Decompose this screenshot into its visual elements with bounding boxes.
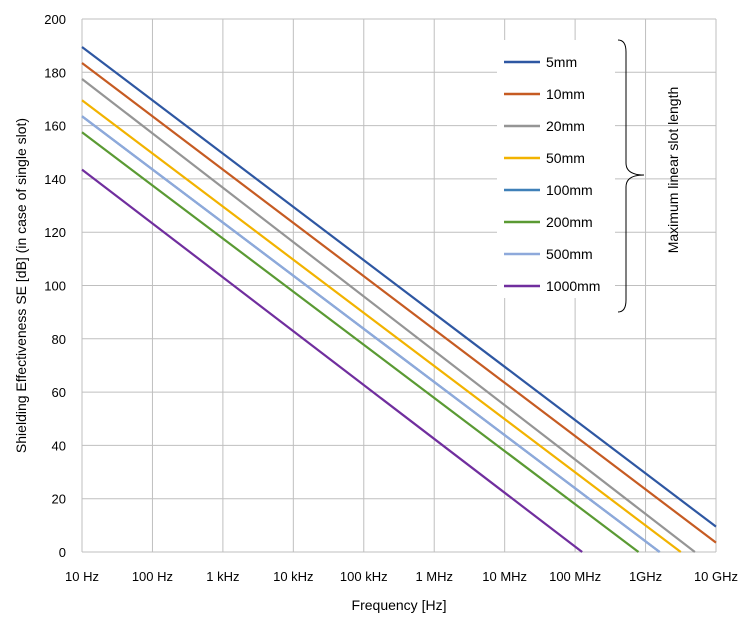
- legend-label: 20mm: [546, 118, 585, 134]
- y-tick-label: 120: [44, 225, 66, 240]
- legend-brace: [617, 39, 645, 313]
- x-tick-label: 100 kHz: [340, 569, 388, 584]
- y-tick-label: 40: [52, 438, 66, 453]
- x-tick-label: 100 Hz: [132, 569, 173, 584]
- x-tick-label: 1 kHz: [206, 569, 239, 584]
- legend-label: 5mm: [546, 54, 577, 70]
- y-tick-label: 200: [44, 12, 66, 27]
- y-tick-label: 0: [59, 545, 66, 560]
- legend-group-label: Maximum linear slot length: [665, 87, 681, 254]
- y-tick-label: 140: [44, 172, 66, 187]
- x-tick-label: 100 MHz: [549, 569, 601, 584]
- x-tick-label: 10 GHz: [694, 569, 738, 584]
- y-tick-labels: 0 20 40 60 80 100 120 140 160 180 200: [44, 12, 66, 560]
- x-tick-label: 10 Hz: [65, 569, 99, 584]
- series-line-10mm: [81, 62, 717, 544]
- legend: 5mm 10mm 20mm 50mm 100mm 200mm 500mm 1000mm: [497, 40, 615, 298]
- legend-label: 100mm: [546, 182, 593, 198]
- series-line-5mm: [81, 46, 717, 528]
- x-tick-label: 10 kHz: [273, 569, 313, 584]
- x-tick-label: 10 MHz: [482, 569, 527, 584]
- x-tick-labels: 10 Hz 100 Hz 1 kHz 10 kHz 100 kHz 1 MHz 10 MHz…: [65, 569, 738, 584]
- series-lines: [81, 46, 717, 553]
- series-line-500mm: [81, 115, 661, 553]
- legend-label: 50mm: [546, 150, 585, 166]
- y-tick-label: 80: [52, 332, 66, 347]
- series-line-200mm: [81, 131, 640, 553]
- y-axis-title: Shielding Effectiveness SE [dB] (in case…: [13, 118, 29, 453]
- y-tick-label: 160: [44, 119, 66, 134]
- legend-label: 500mm: [546, 246, 593, 262]
- y-tick-label: 100: [44, 279, 66, 294]
- series-line-20mm: [81, 78, 696, 553]
- x-tick-label: 1 MHz: [415, 569, 453, 584]
- y-tick-label: 60: [52, 385, 66, 400]
- series-line-1000mm: [81, 168, 583, 553]
- legend-label: 1000mm: [546, 278, 600, 294]
- series-line-50mm: [81, 99, 682, 553]
- y-tick-label: 180: [44, 65, 66, 80]
- legend-label: 10mm: [546, 86, 585, 102]
- x-axis-title: Frequency [Hz]: [352, 597, 447, 613]
- x-tick-label: 1GHz: [629, 569, 662, 584]
- legend-label: 200mm: [546, 214, 593, 230]
- y-tick-label: 20: [52, 492, 66, 507]
